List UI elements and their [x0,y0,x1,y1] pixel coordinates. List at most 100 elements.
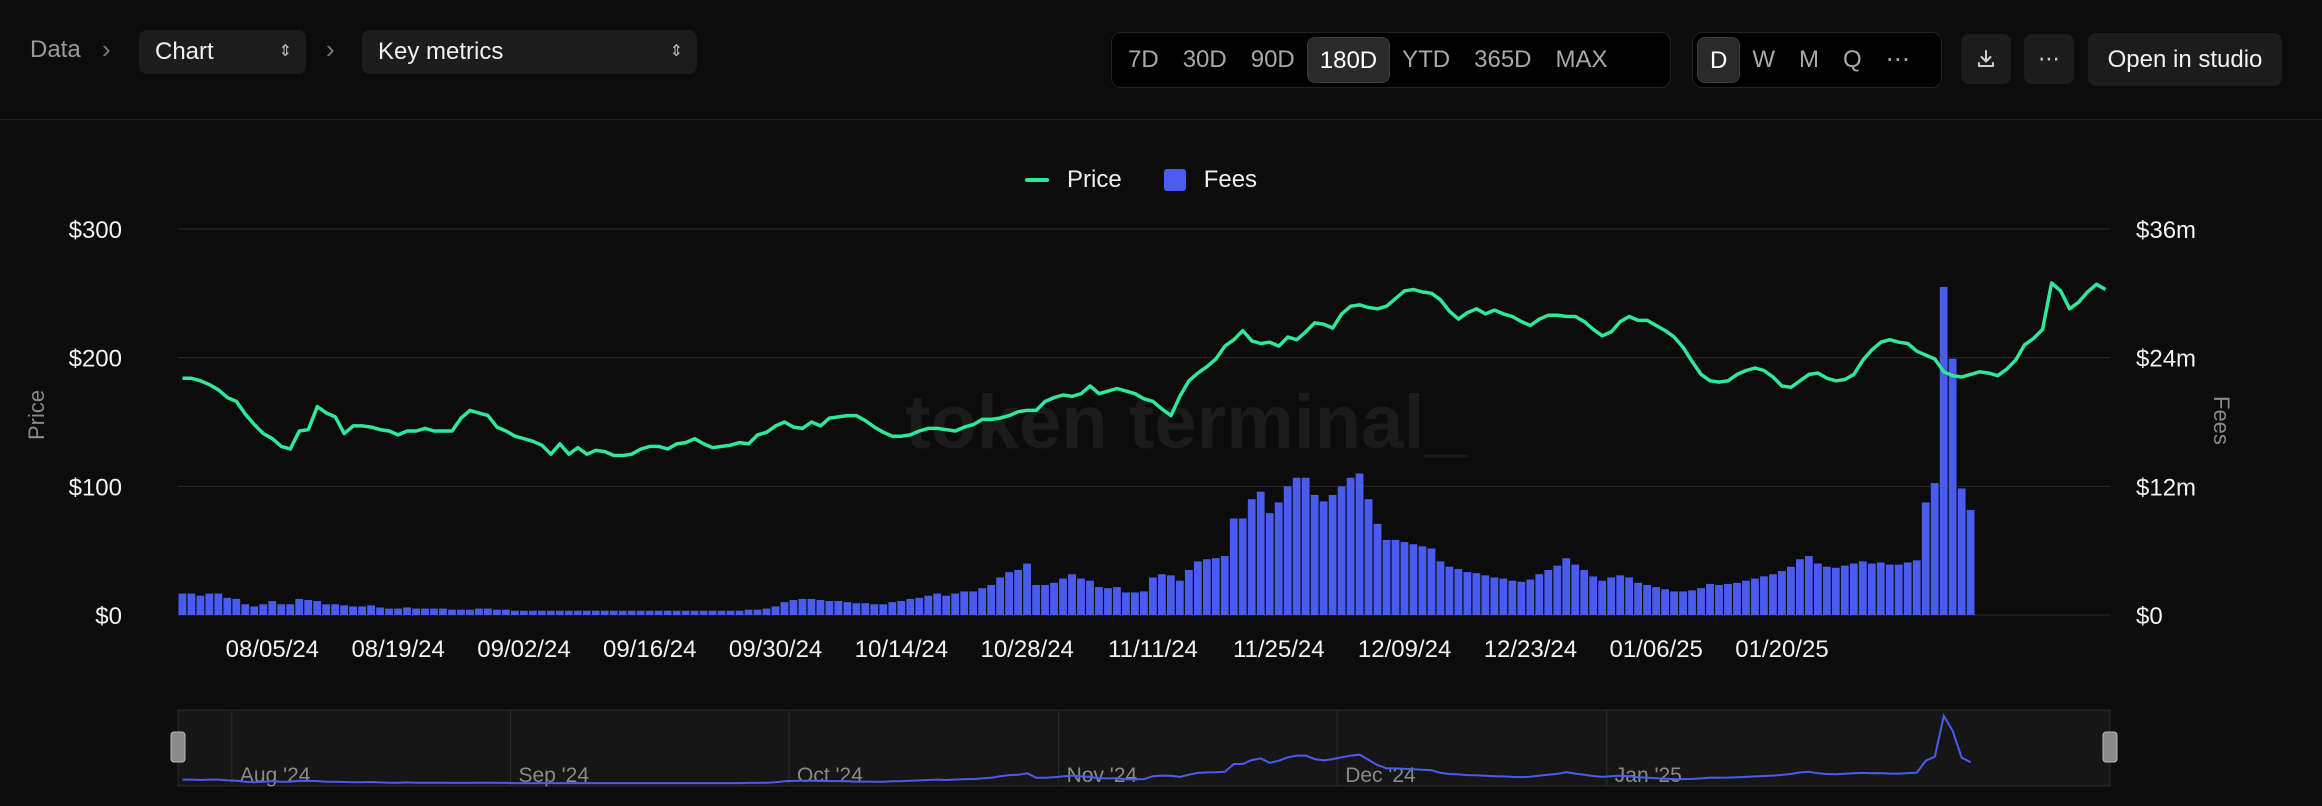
fees-bar[interactable] [1508,580,1517,615]
fees-bar[interactable] [448,609,456,615]
fees-bar[interactable] [1175,580,1184,615]
fees-bar[interactable] [1481,575,1490,615]
fees-bar[interactable] [1778,571,1786,615]
fees-bar[interactable] [1589,576,1598,615]
fees-bar[interactable] [1661,589,1669,615]
fees-bar[interactable] [1247,499,1256,615]
fees-bar[interactable] [906,598,915,615]
breadcrumb-root[interactable]: Data [30,36,81,63]
granularity-option-w[interactable]: W [1752,46,1775,73]
fees-bar[interactable] [888,602,897,615]
fees-bar[interactable] [789,599,798,615]
fees-bar[interactable] [1086,580,1094,615]
fees-bar[interactable] [1256,491,1265,615]
navigator-left-handle[interactable] [170,731,186,763]
fees-bar[interactable] [241,604,250,615]
fees-bar[interactable] [403,607,411,615]
fees-bar[interactable] [1769,574,1777,615]
fees-bar[interactable] [1903,562,1912,615]
fees-bar[interactable] [1427,548,1436,615]
fees-bar[interactable] [987,584,996,615]
open-in-studio-button[interactable]: Open in studio [2088,33,2282,86]
fees-bar[interactable] [528,610,537,615]
fees-bar[interactable] [1400,542,1409,615]
fees-bar[interactable] [1157,574,1166,615]
range-option-30d[interactable]: 30D [1182,46,1227,73]
fees-bar[interactable] [1113,587,1121,615]
fees-bar[interactable] [699,610,708,615]
fees-bar[interactable] [708,610,717,615]
fees-bar[interactable] [268,601,277,615]
fees-bar[interactable] [1733,582,1741,615]
fees-bar[interactable] [780,602,789,615]
fees-bar[interactable] [627,610,636,615]
fees-bar[interactable] [394,608,402,615]
fees-bar[interactable] [493,609,501,615]
fees-bar[interactable] [753,609,762,615]
fees-bar[interactable] [187,593,196,615]
fees-bar[interactable] [807,598,816,615]
fees-bar[interactable] [852,603,861,615]
fees-bar[interactable] [870,604,879,615]
fees-bar[interactable] [1131,592,1139,615]
fees-bar[interactable] [1822,566,1831,615]
fees-bar[interactable] [1912,560,1921,615]
fees-bar[interactable] [861,603,870,615]
fees-bar[interactable] [178,593,187,615]
fees-bar[interactable] [915,597,924,615]
fees-bar[interactable] [1041,584,1049,615]
range-option-365d[interactable]: 365D [1474,46,1532,73]
chart-type-select[interactable]: Chart ⇕ [139,30,306,74]
fees-bar[interactable] [1616,575,1625,615]
fees-bar[interactable] [412,608,420,615]
fees-bar[interactable] [1292,477,1301,615]
fees-bar[interactable] [771,606,780,615]
fees-bar[interactable] [1517,581,1526,615]
fees-bar[interactable] [735,610,744,615]
fees-bar[interactable] [1301,477,1310,615]
fees-bar[interactable] [1364,499,1373,615]
fees-bar[interactable] [1095,587,1103,615]
fees-bar[interactable] [250,606,259,615]
fees-bar[interactable] [1032,584,1040,615]
fees-bar[interactable] [1445,566,1454,615]
fees-bar[interactable] [726,610,735,615]
fees-bar[interactable] [573,610,582,615]
fees-bar[interactable] [1202,559,1211,615]
fees-bar[interactable] [1571,564,1580,615]
price-line[interactable] [182,281,2107,458]
navigator-right-handle[interactable] [2102,731,2118,763]
fees-bar[interactable] [1858,561,1867,615]
fees-bar[interactable] [358,606,367,615]
fees-bar[interactable] [1679,591,1687,615]
fees-bar[interactable] [564,610,573,615]
fees-bar[interactable] [1580,569,1589,615]
legend-fees-label[interactable]: Fees [1203,166,1258,193]
fees-bar[interactable] [1553,565,1562,615]
fees-bar[interactable] [933,593,942,615]
fees-bar[interactable] [942,595,951,615]
fees-bar[interactable] [367,605,375,615]
fees-bar[interactable] [996,577,1005,615]
granularity-option-more[interactable]: ⋯ [1885,46,1910,73]
range-option-max[interactable]: MAX [1555,46,1608,73]
fees-bar[interactable] [1787,566,1795,615]
fees-bar[interactable] [1499,578,1508,615]
fees-bar[interactable] [1742,580,1750,615]
fees-bar[interactable] [1328,494,1337,615]
fees-bar[interactable] [744,609,753,615]
fees-bar[interactable] [1122,592,1130,615]
download-button[interactable] [1961,34,2011,84]
fees-bar[interactable] [1957,488,1966,615]
fees-bar[interactable] [1813,563,1822,615]
more-options-button[interactable]: ⋯ [2024,34,2074,84]
fees-bar[interactable] [385,608,393,615]
fees-bar[interactable] [1283,486,1292,615]
fees-bar[interactable] [816,599,825,615]
fees-bar[interactable] [924,595,933,615]
fees-bar[interactable] [1562,558,1571,615]
fees-bar[interactable] [475,608,483,615]
legend-price-label[interactable]: Price [1067,166,1122,193]
fees-bar[interactable] [1598,580,1607,615]
fees-bar[interactable] [1535,574,1544,615]
